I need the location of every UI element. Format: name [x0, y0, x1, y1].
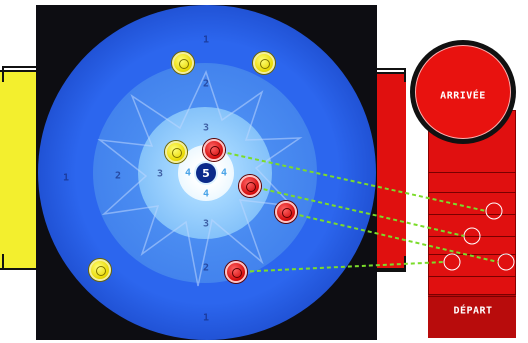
red-piece-2[interactable] — [239, 175, 261, 197]
ring-number-inner-left: 3 — [156, 168, 164, 180]
track-arrival-inner — [415, 45, 511, 139]
star-outline — [97, 69, 303, 287]
ring-number-center-right: 4 — [220, 167, 228, 179]
ring-number-inner-bottom: 3 — [202, 218, 210, 230]
track-step-line-2 — [428, 192, 516, 193]
ring-number-mid-left: 2 — [114, 170, 122, 182]
ring-number-bottom: 1 — [202, 312, 210, 324]
ring-number-left: 1 — [62, 172, 70, 184]
track-start-box — [428, 294, 516, 338]
yellow-piece-1[interactable] — [172, 52, 194, 74]
ring-number-mid-bottom: 2 — [202, 262, 210, 274]
red-piece-3[interactable] — [275, 201, 297, 223]
ring-number-top: 1 — [202, 34, 210, 46]
track-step-line-5 — [428, 254, 516, 255]
track-slot-1[interactable] — [485, 202, 503, 220]
ring-number-mid-top: 2 — [202, 78, 210, 90]
connector-line-1 — [213, 149, 487, 212]
ring-number-inner-top: 3 — [202, 122, 210, 134]
yellow-piece-2[interactable] — [253, 52, 275, 74]
finish-track — [410, 40, 516, 338]
track-step-line-1 — [428, 172, 516, 173]
connector-line-2 — [249, 185, 465, 237]
ring-number-center-left: 4 — [184, 167, 192, 179]
yellow-piece-3[interactable] — [165, 141, 187, 163]
connector-line-4 — [235, 261, 445, 273]
red-piece-4[interactable] — [225, 261, 247, 283]
yellow-piece-4[interactable] — [89, 259, 111, 281]
track-slot-3[interactable] — [443, 253, 461, 271]
center-number-badge: 5 — [196, 163, 216, 183]
arrival-label: ARRIVÉE — [440, 90, 486, 102]
connector-line-3 — [285, 211, 499, 263]
red-piece-1[interactable] — [203, 139, 225, 161]
left-bar-bracket-top — [2, 66, 54, 82]
track-step-line-6 — [428, 276, 516, 277]
track-step-line-7 — [428, 296, 516, 297]
ring-number-center-bottom: 4 — [202, 188, 210, 200]
left-bar-bracket-bottom — [2, 254, 54, 270]
departure-label: DÉPART — [453, 305, 493, 317]
right-bar-bracket-top — [364, 68, 406, 82]
track-step-line-3 — [428, 214, 516, 215]
